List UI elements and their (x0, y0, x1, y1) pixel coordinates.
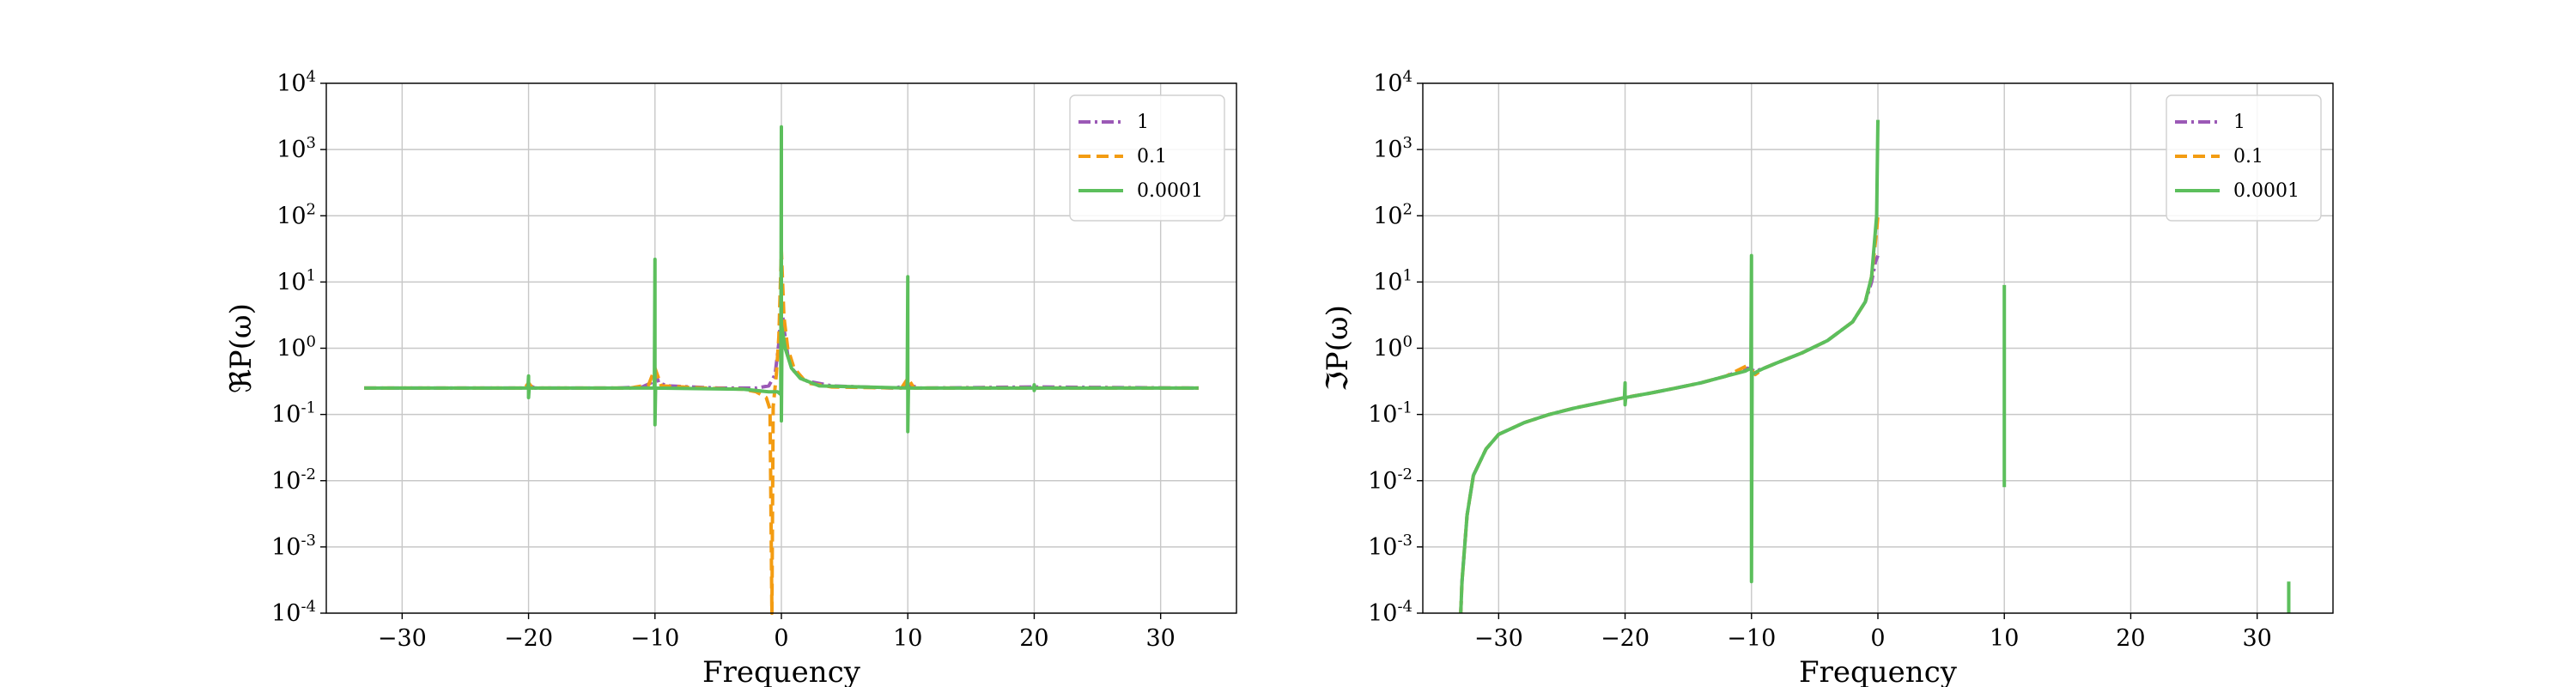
y-tick-label: 100 (1373, 333, 1413, 362)
series-line-0_0001 (1459, 119, 1880, 614)
x-tick-label: −30 (1474, 625, 1523, 652)
y-tick-label: 101 (1373, 266, 1413, 295)
legend-label: 1 (2233, 112, 2245, 133)
x-tick-label: 0 (1870, 625, 1885, 652)
chart-panel-2: −30 −20 −10 0 10 20 3010-410-310-210-110010110… (1321, 68, 2334, 687)
x-tick-label: −10 (630, 625, 679, 652)
y-tick-label: 10-3 (271, 532, 316, 561)
y-tick-label: 104 (1373, 68, 1413, 97)
series-line-0_0001 (364, 125, 1199, 434)
y-tick-label: 102 (276, 200, 316, 229)
y-tick-label: 10-2 (271, 465, 316, 495)
chart-panel-1: −30 −20 −10 0 10 20 3010-410-310-210-110010110… (224, 68, 1237, 687)
legend-label: 0.1 (2233, 146, 2263, 167)
x-tick-label: 10 (1990, 625, 2019, 652)
x-tick-label: 20 (2116, 625, 2145, 652)
x-tick-label: 0 (774, 625, 788, 652)
legend-label: 0.0001 (1137, 180, 1203, 202)
x-tick-label: −10 (1727, 625, 1776, 652)
y-tick-label: 10-1 (1368, 399, 1413, 429)
x-tick-label: 30 (1145, 625, 1175, 652)
legend-label: 1 (1137, 112, 1149, 133)
y-axis-label: ℜP(ω) (224, 303, 258, 393)
x-axis-label: Frequency (702, 655, 861, 687)
y-tick-label: 104 (276, 68, 316, 97)
x-tick-label: −20 (1601, 625, 1649, 652)
y-tick-label: 10-2 (1368, 465, 1413, 495)
x-tick-label: 30 (2242, 625, 2271, 652)
series-line-1 (1459, 254, 1880, 614)
y-tick-label: 10-1 (271, 399, 316, 429)
legend: 1 0.1 0.0001 (2166, 94, 2322, 222)
legend-label: 0.0001 (2233, 180, 2300, 202)
legend: 1 0.1 0.0001 (1069, 94, 1225, 222)
y-tick-label: 101 (276, 266, 316, 295)
x-tick-label: 20 (1019, 625, 1048, 652)
x-tick-label: −20 (504, 625, 553, 652)
x-axis-label: Frequency (1799, 655, 1958, 687)
y-tick-label: 10-4 (1368, 598, 1413, 627)
y-tick-label: 10-4 (271, 598, 316, 627)
legend-label: 0.1 (1137, 146, 1167, 167)
y-tick-label: 10-3 (1368, 532, 1413, 561)
x-tick-label: −30 (378, 625, 427, 652)
y-tick-label: 100 (276, 333, 316, 362)
y-tick-label: 102 (1373, 200, 1413, 229)
x-tick-label: 10 (893, 625, 922, 652)
y-axis-label: ℑP(ω) (1321, 305, 1355, 392)
y-tick-label: 103 (276, 134, 316, 163)
y-tick-label: 103 (1373, 134, 1413, 163)
